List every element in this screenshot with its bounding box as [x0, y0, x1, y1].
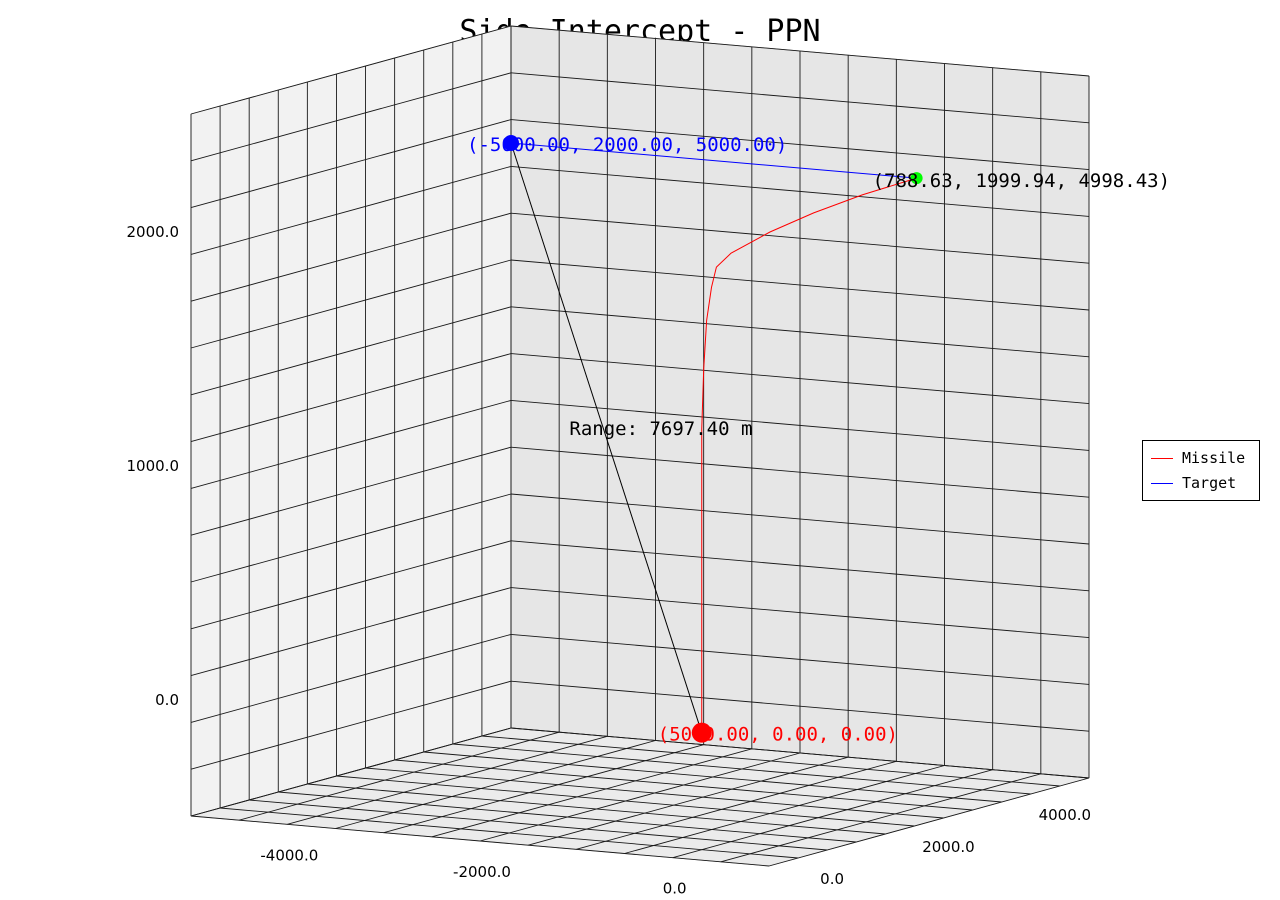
grid-line	[510, 306, 1090, 358]
y-tick-label: 1000.0	[127, 457, 180, 475]
grid-line	[768, 777, 1090, 867]
grid-line	[510, 25, 1090, 77]
z-tick-label: 2000.0	[922, 838, 975, 856]
series-line-missile	[701, 177, 917, 733]
grid-line	[510, 165, 1090, 217]
grid-line	[510, 727, 1090, 779]
grid-line	[510, 587, 1090, 639]
y-tick-label: 0.0	[155, 691, 179, 709]
grid-line	[720, 773, 1041, 863]
grid-line	[190, 212, 512, 302]
grid-line	[394, 759, 973, 811]
point-label: (5000.00, 0.00, 0.00)	[658, 724, 898, 746]
grid-line	[510, 446, 1090, 498]
grid-line	[307, 783, 886, 835]
grid-line	[190, 540, 512, 630]
grid-line	[278, 791, 857, 843]
grid-line	[528, 756, 849, 846]
legend-label-missile: Missile	[1182, 449, 1246, 467]
grid-line	[510, 259, 1090, 311]
grid-line	[510, 540, 1090, 592]
grid-line	[190, 399, 512, 489]
grid-line	[510, 493, 1090, 545]
legend-item-missile: Missile	[1151, 448, 1245, 468]
legend-swatch-target	[1151, 482, 1173, 484]
grid-line	[510, 399, 1090, 451]
z-tick-label: 4000.0	[1039, 806, 1092, 824]
range-label: Range: 7697.40 m	[569, 418, 752, 440]
pane-left	[190, 25, 512, 817]
grid-line	[190, 680, 512, 770]
x-tick-label: 0.0	[663, 880, 687, 898]
legend-swatch-missile	[1151, 457, 1173, 459]
grid-line	[249, 799, 828, 851]
grid-line	[365, 767, 944, 819]
grid-line	[510, 680, 1090, 732]
x-tick-label: -4000.0	[260, 846, 318, 864]
grid-line	[190, 72, 512, 162]
grid-line	[336, 775, 915, 827]
point-label: (788.63, 1999.94, 4998.43)	[873, 170, 1170, 192]
legend-label-target: Target	[1182, 474, 1237, 492]
point-label: (-5000.00, 2000.00, 5000.00)	[467, 134, 787, 156]
grid-line	[190, 815, 770, 867]
grid-line	[510, 633, 1090, 685]
grid-line	[510, 72, 1090, 124]
grid-line	[335, 740, 656, 829]
grid-line	[510, 353, 1090, 405]
grid-line	[452, 743, 1031, 795]
grid-line	[190, 306, 512, 396]
grid-line	[190, 493, 512, 583]
point-marker	[503, 135, 519, 151]
legend-item-target: Target	[1151, 473, 1236, 493]
grid-line	[624, 765, 945, 854]
grid-line	[510, 212, 1090, 264]
grid-line	[190, 353, 512, 443]
point-marker	[910, 172, 923, 185]
grid-line	[190, 25, 512, 115]
grid-line	[383, 744, 704, 834]
x-tick-label: -2000.0	[453, 863, 511, 881]
grid-line	[220, 807, 799, 859]
grid-line	[672, 769, 993, 859]
grid-line	[190, 633, 512, 723]
legend: Missile Target	[1142, 440, 1260, 501]
grid-line	[190, 446, 512, 536]
series-line-target	[510, 142, 917, 179]
y-tick-label: 2000.0	[127, 223, 180, 241]
grid-line	[431, 748, 752, 838]
grid-line	[287, 735, 608, 825]
grid-line	[510, 119, 1090, 171]
grid-line	[190, 259, 512, 349]
grid-line	[190, 587, 512, 677]
grid-line	[481, 735, 1060, 787]
grid-line	[190, 727, 512, 817]
grid-line	[190, 119, 512, 209]
z-tick-label: 0.0	[820, 870, 844, 888]
grid-line	[576, 760, 897, 850]
range-line	[510, 142, 703, 733]
grid-line	[239, 731, 560, 821]
point-marker	[691, 722, 712, 743]
grid-line	[190, 165, 512, 255]
grid-line	[423, 751, 1002, 803]
grid-line	[479, 752, 801, 842]
